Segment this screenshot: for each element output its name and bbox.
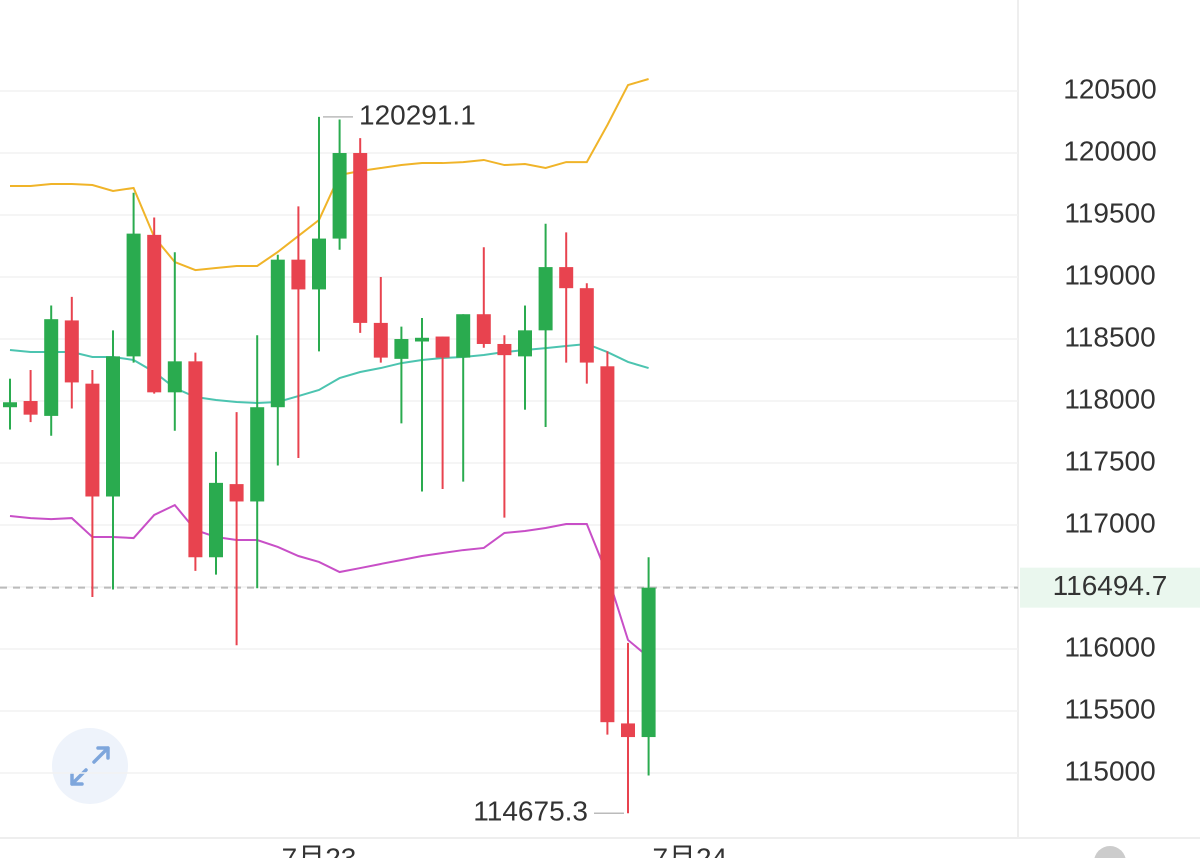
- candle: [538, 223, 553, 428]
- y-tick-label: 118000: [1064, 383, 1155, 414]
- y-tick-label: 118500: [1064, 321, 1155, 352]
- candle-body: [415, 337, 429, 342]
- candle-body: [353, 153, 368, 323]
- candle-body: [538, 267, 553, 331]
- candle: [229, 412, 244, 646]
- candle: [435, 336, 450, 490]
- candle: [209, 451, 223, 575]
- candle: [23, 370, 38, 423]
- candle-body: [621, 723, 635, 738]
- candle-body: [579, 288, 594, 363]
- candle: [250, 335, 265, 589]
- candle: [353, 138, 368, 333]
- candle-body: [476, 314, 491, 344]
- high-label: 120291.1: [359, 99, 476, 130]
- candle: [415, 317, 429, 492]
- candle-body: [332, 153, 347, 239]
- band-line: [9, 503, 650, 658]
- candle-body: [600, 366, 615, 723]
- candle: [559, 232, 574, 363]
- candle: [518, 305, 532, 410]
- candle-body: [456, 314, 471, 358]
- candle: [188, 352, 203, 571]
- candle: [3, 378, 17, 430]
- candle-body: [250, 407, 265, 502]
- candle: [312, 116, 326, 352]
- y-tick-label: 120500: [1063, 73, 1156, 104]
- candle: [332, 119, 347, 250]
- candle-body: [106, 356, 120, 497]
- candle-body: [229, 484, 244, 502]
- candle-body: [270, 259, 285, 408]
- candle-body: [312, 238, 326, 290]
- candle: [600, 351, 615, 735]
- x-tick-label: 7月24: [652, 842, 727, 858]
- low-label: 114675.3: [473, 796, 588, 827]
- candle-body: [559, 267, 574, 289]
- x-tick-label: 7月23: [282, 842, 357, 858]
- nav-dot[interactable]: [1094, 846, 1126, 858]
- candle: [394, 326, 409, 424]
- candle-body: [44, 319, 59, 416]
- candle-body: [497, 343, 512, 356]
- y-tick-label: 119000: [1064, 259, 1155, 290]
- expand-circle[interactable]: [52, 728, 128, 804]
- candle-body: [435, 336, 450, 358]
- candle: [497, 335, 512, 518]
- candle-body: [394, 339, 409, 359]
- last-price-label: 116494.7: [1053, 570, 1168, 601]
- candle-body: [291, 259, 306, 290]
- y-tick-label: 116000: [1064, 631, 1155, 662]
- candle: [373, 277, 388, 363]
- band-line: [10, 78, 649, 272]
- candle-body: [23, 401, 38, 415]
- candle: [291, 206, 306, 459]
- y-tick-label: 119500: [1064, 197, 1155, 228]
- candle: [270, 254, 285, 466]
- candle: [64, 296, 79, 409]
- candle: [147, 217, 162, 394]
- y-tick-label: 115500: [1064, 693, 1155, 724]
- candle-body: [641, 587, 656, 738]
- candle-body: [518, 330, 532, 357]
- y-tick-label: 117000: [1064, 507, 1155, 538]
- candle-body: [126, 233, 141, 357]
- candle: [167, 252, 182, 431]
- candle: [44, 305, 59, 436]
- y-tick-label: 120000: [1063, 135, 1156, 166]
- candle: [621, 642, 635, 814]
- candle-body: [209, 482, 223, 558]
- candle-body: [3, 402, 17, 408]
- candle: [85, 370, 100, 597]
- expand-button[interactable]: [52, 728, 128, 804]
- candle: [106, 330, 120, 590]
- y-tick-label: 115000: [1064, 755, 1155, 786]
- candle-body: [167, 361, 182, 393]
- candle-body: [188, 361, 203, 558]
- candle: [126, 192, 141, 363]
- y-tick-label: 117500: [1064, 445, 1155, 476]
- candle: [641, 557, 656, 776]
- last-price-box: [1020, 567, 1200, 608]
- expand-icon[interactable]: [70, 746, 110, 786]
- candle-body: [85, 383, 100, 497]
- candle: [579, 283, 594, 384]
- candle: [456, 314, 471, 482]
- candle: [476, 247, 491, 348]
- candle-body: [64, 320, 79, 383]
- candle-body: [147, 234, 162, 393]
- candle-body: [373, 322, 388, 358]
